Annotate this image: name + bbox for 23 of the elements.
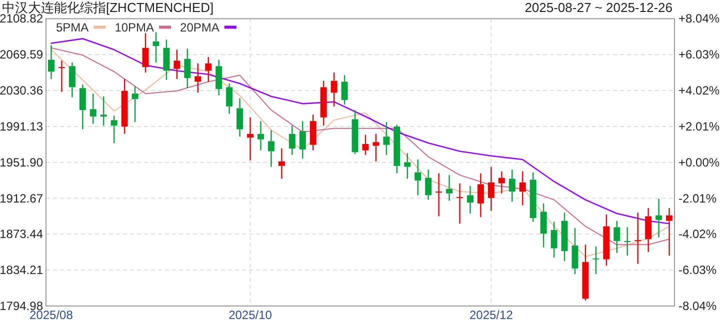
y-tick-label: 1912.67: [0, 191, 44, 206]
y-tick-label: 2069.59: [0, 48, 44, 62]
legend-label: 10PMA: [114, 20, 154, 35]
chart-subtitle: 2025-08-27 ~ 2025-12-26: [524, 0, 672, 15]
y2-tick-label: -4.02%: [678, 227, 717, 242]
y2-tick-label: -2.01%: [678, 191, 717, 206]
legend-label: 20PMA: [180, 20, 220, 35]
legend-label: 5PMA: [56, 20, 89, 35]
y2-tick-label: -8.04%: [678, 299, 717, 313]
y-tick-label: 2030.36: [0, 84, 44, 98]
y-tick-label: 1834.21: [0, 263, 44, 278]
y2-tick-label: +2.01%: [678, 119, 720, 134]
x-tick-label: 2025/12: [469, 308, 514, 320]
x-tick-label: 2025/10: [228, 308, 272, 320]
y-tick-label: 1951.90: [0, 155, 44, 170]
y-tick-label: 1873.44: [0, 227, 44, 242]
y2-tick-label: +0.00%: [678, 155, 720, 170]
y2-tick-label: +8.04%: [678, 12, 720, 26]
y2-tick-label: +4.02%: [678, 84, 720, 98]
y-tick-label: 1991.13: [0, 119, 44, 134]
y2-tick-label: +6.03%: [678, 48, 720, 62]
y2-tick-label: -6.03%: [678, 263, 717, 278]
chart-title: 中汉大连能化综指[ZHCTMENCHED]: [2, 0, 214, 15]
